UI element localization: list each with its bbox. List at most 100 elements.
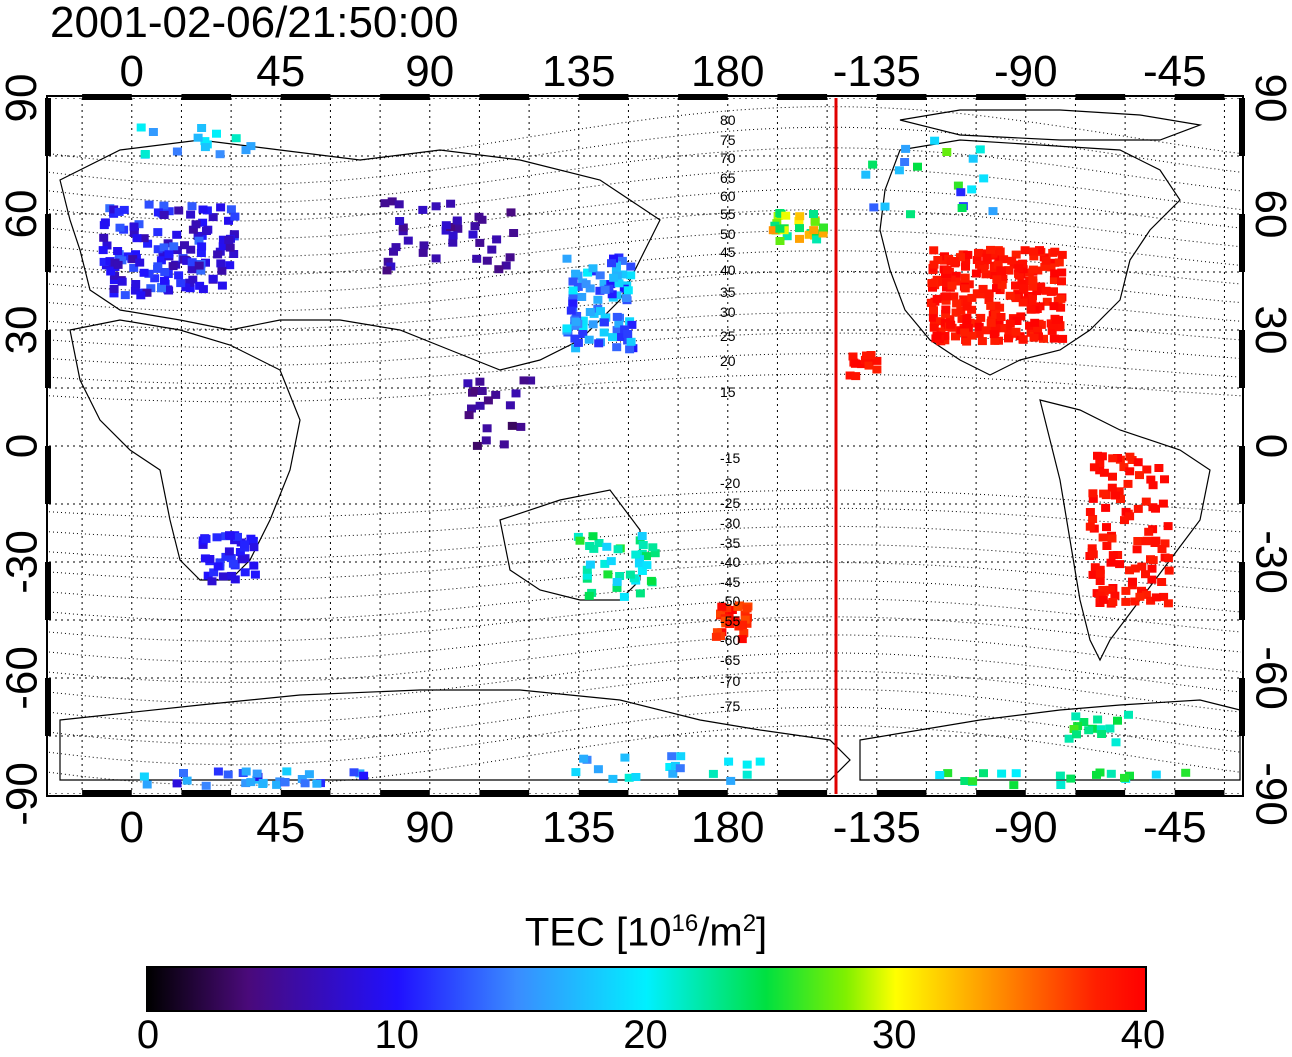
tec-cell [1049, 334, 1059, 343]
tec-cell [102, 241, 112, 250]
tec-cell [635, 536, 645, 545]
tec-cell [113, 247, 123, 255]
tec-cell [1130, 597, 1140, 606]
tec-cell [982, 253, 992, 262]
tec-cell [176, 279, 186, 288]
tec-cell [727, 606, 737, 614]
tec-cell [963, 250, 973, 259]
tec-cell [1106, 558, 1116, 567]
tec-cell [200, 554, 210, 563]
tec-cell [997, 280, 1007, 289]
tec-cell [571, 768, 581, 777]
tec-cell [638, 541, 648, 549]
tec-cell [1132, 545, 1142, 554]
tec-cell [144, 269, 154, 278]
tec-cell [248, 536, 258, 545]
tec-cell [312, 779, 322, 788]
tec-cell [1148, 481, 1158, 490]
tec-cell [477, 215, 487, 224]
lat-tick-label-right: -60 [1246, 646, 1292, 710]
tec-cell [1125, 512, 1135, 521]
tec-cell [755, 757, 765, 766]
tec-cell [134, 220, 144, 229]
tec-cell [1085, 522, 1095, 531]
lon-tick-label-top: 90 [405, 47, 455, 96]
tec-cell [1011, 281, 1020, 290]
tec-cell [1102, 542, 1112, 550]
tec-cell [1012, 317, 1022, 325]
lon-tick-label-bottom: -90 [993, 803, 1058, 852]
tec-cell [505, 401, 515, 410]
tec-cell [578, 323, 588, 332]
tec-cell [1049, 287, 1058, 296]
tec-cell [1027, 293, 1037, 302]
tec-cell [599, 328, 609, 337]
tec-cell [613, 545, 623, 554]
tec-cell [675, 764, 685, 773]
tec-cell [109, 276, 119, 285]
tec-cell [1088, 570, 1098, 579]
lon-tick-label-top: -45 [1142, 47, 1207, 96]
lat-tick-label-right: 0 [1246, 433, 1292, 459]
tec-cell [487, 245, 497, 254]
tec-cell [933, 256, 943, 264]
tec-cell [968, 154, 978, 163]
tec-cell [635, 555, 644, 564]
tec-cell [960, 328, 970, 337]
tec-cell [795, 234, 804, 243]
tec-cell [475, 401, 485, 410]
tec-cell [942, 279, 952, 288]
tec-cell [1041, 256, 1051, 265]
tec-cell [942, 148, 952, 156]
tec-cell [1147, 564, 1157, 573]
contour-label: 35 [720, 284, 736, 300]
tec-cell [989, 330, 999, 339]
tec-cell [928, 313, 938, 322]
tec-cell [109, 285, 119, 293]
tec-cell [1088, 489, 1098, 498]
tec-cell [742, 760, 752, 769]
tec-cell [1163, 599, 1173, 608]
tec-cell [224, 547, 234, 556]
frame-bar [678, 94, 728, 100]
tec-cell [148, 128, 158, 136]
lat-tick-label-left: 60 [0, 189, 46, 239]
contour-label: -25 [720, 495, 740, 511]
tec-cell [942, 283, 951, 292]
tec-cell [213, 767, 223, 776]
tec-cell [391, 243, 401, 252]
tec-cell [880, 202, 890, 211]
tec-cell [776, 209, 786, 218]
frame-bar [45, 678, 51, 736]
tec-cell [212, 129, 221, 138]
frame-bar [45, 330, 51, 388]
lat-tick-label-left: -30 [0, 530, 46, 594]
tec-cell [968, 777, 978, 786]
tec-cell [571, 344, 581, 353]
lat-tick-label-right: -30 [1246, 530, 1292, 594]
tec-cell [221, 552, 231, 561]
lat-tick-label-right: -90 [1246, 762, 1292, 826]
tec-cell [258, 778, 268, 787]
tec-cell [606, 557, 616, 566]
frame-bar [1075, 94, 1126, 100]
tec-cell [804, 230, 814, 239]
contour-label: -55 [720, 613, 740, 629]
tec-cell [936, 327, 946, 336]
tec-cell [1047, 326, 1057, 335]
contour-label: 45 [720, 244, 736, 260]
tec-cell [1163, 522, 1173, 531]
lon-tick-label-top: 135 [542, 47, 616, 96]
tec-cell [1025, 321, 1034, 330]
tec-cell [216, 259, 226, 268]
tec-cell [1035, 246, 1044, 255]
tec-cell [740, 615, 750, 624]
tec-cell [585, 542, 595, 550]
tec-cell [960, 777, 970, 785]
tec-cell [129, 229, 139, 237]
tec-cell [894, 166, 904, 175]
lon-tick-label-top: 45 [256, 47, 306, 96]
tec-cell [1033, 325, 1043, 334]
tec-cell [572, 312, 582, 320]
colorbar-tick-label: 0 [136, 1013, 160, 1057]
